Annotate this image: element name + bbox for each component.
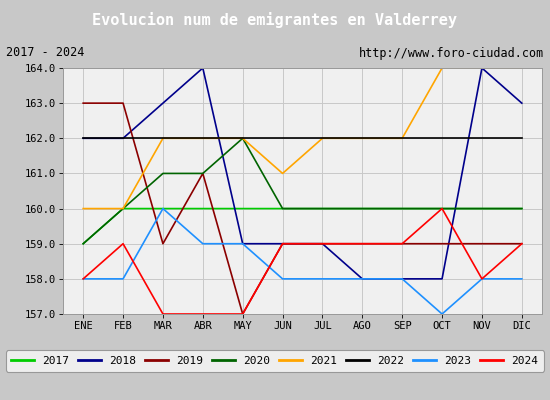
Text: http://www.foro-ciudad.com: http://www.foro-ciudad.com: [359, 46, 544, 60]
Text: Evolucion num de emigrantes en Valderrey: Evolucion num de emigrantes en Valderrey: [92, 12, 458, 28]
Text: 2017 - 2024: 2017 - 2024: [6, 46, 84, 60]
Legend: 2017, 2018, 2019, 2020, 2021, 2022, 2023, 2024: 2017, 2018, 2019, 2020, 2021, 2022, 2023…: [6, 350, 544, 372]
